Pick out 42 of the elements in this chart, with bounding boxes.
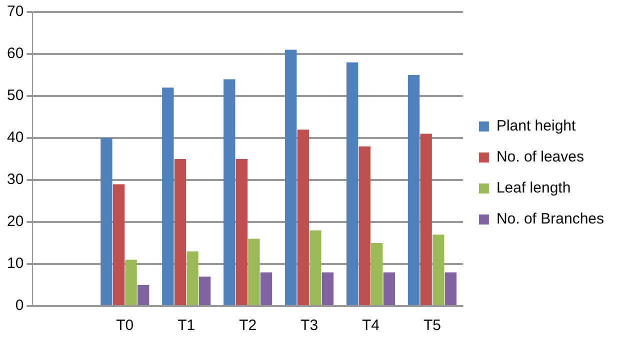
bar [285,50,297,305]
legend-label: Leaf length [496,180,571,197]
bar [346,62,358,305]
bar [112,184,125,305]
bar [162,88,174,305]
bar [420,134,432,305]
y-tick-label: 50 [6,87,24,104]
bar [408,75,420,305]
bar [358,146,370,305]
bar [248,238,260,305]
x-tick-label: T5 [423,317,441,334]
bar [224,79,236,305]
y-tick-label: 40 [6,129,24,146]
x-tick-label: T3 [300,317,318,334]
bar [432,234,444,305]
bar [125,260,137,305]
bar [236,159,248,305]
bar [186,251,198,305]
y-tick-label: 70 [6,3,24,20]
bar [371,243,383,305]
y-tick-label: 0 [15,297,24,314]
bar [137,285,150,305]
bar [260,272,272,305]
bar [383,272,396,305]
bar [322,272,334,305]
bar [297,130,309,305]
y-tick-label: 10 [6,255,24,272]
y-tick-label: 30 [6,171,24,188]
legend-label: No. of Branches [496,210,604,228]
x-tick-label: T1 [178,317,196,334]
bar [310,230,322,305]
legend-label: Plant height [496,118,576,135]
x-tick-label: T4 [362,317,380,334]
legend-label: No. of leaves [496,148,584,166]
x-tick-label: T2 [239,317,257,334]
bar [444,272,456,305]
bar [198,276,211,305]
y-tick-label: 20 [6,213,24,230]
bar [174,159,186,305]
x-tick-label: T0 [116,317,134,334]
y-tick-label: 60 [6,45,24,62]
bar [100,138,112,305]
